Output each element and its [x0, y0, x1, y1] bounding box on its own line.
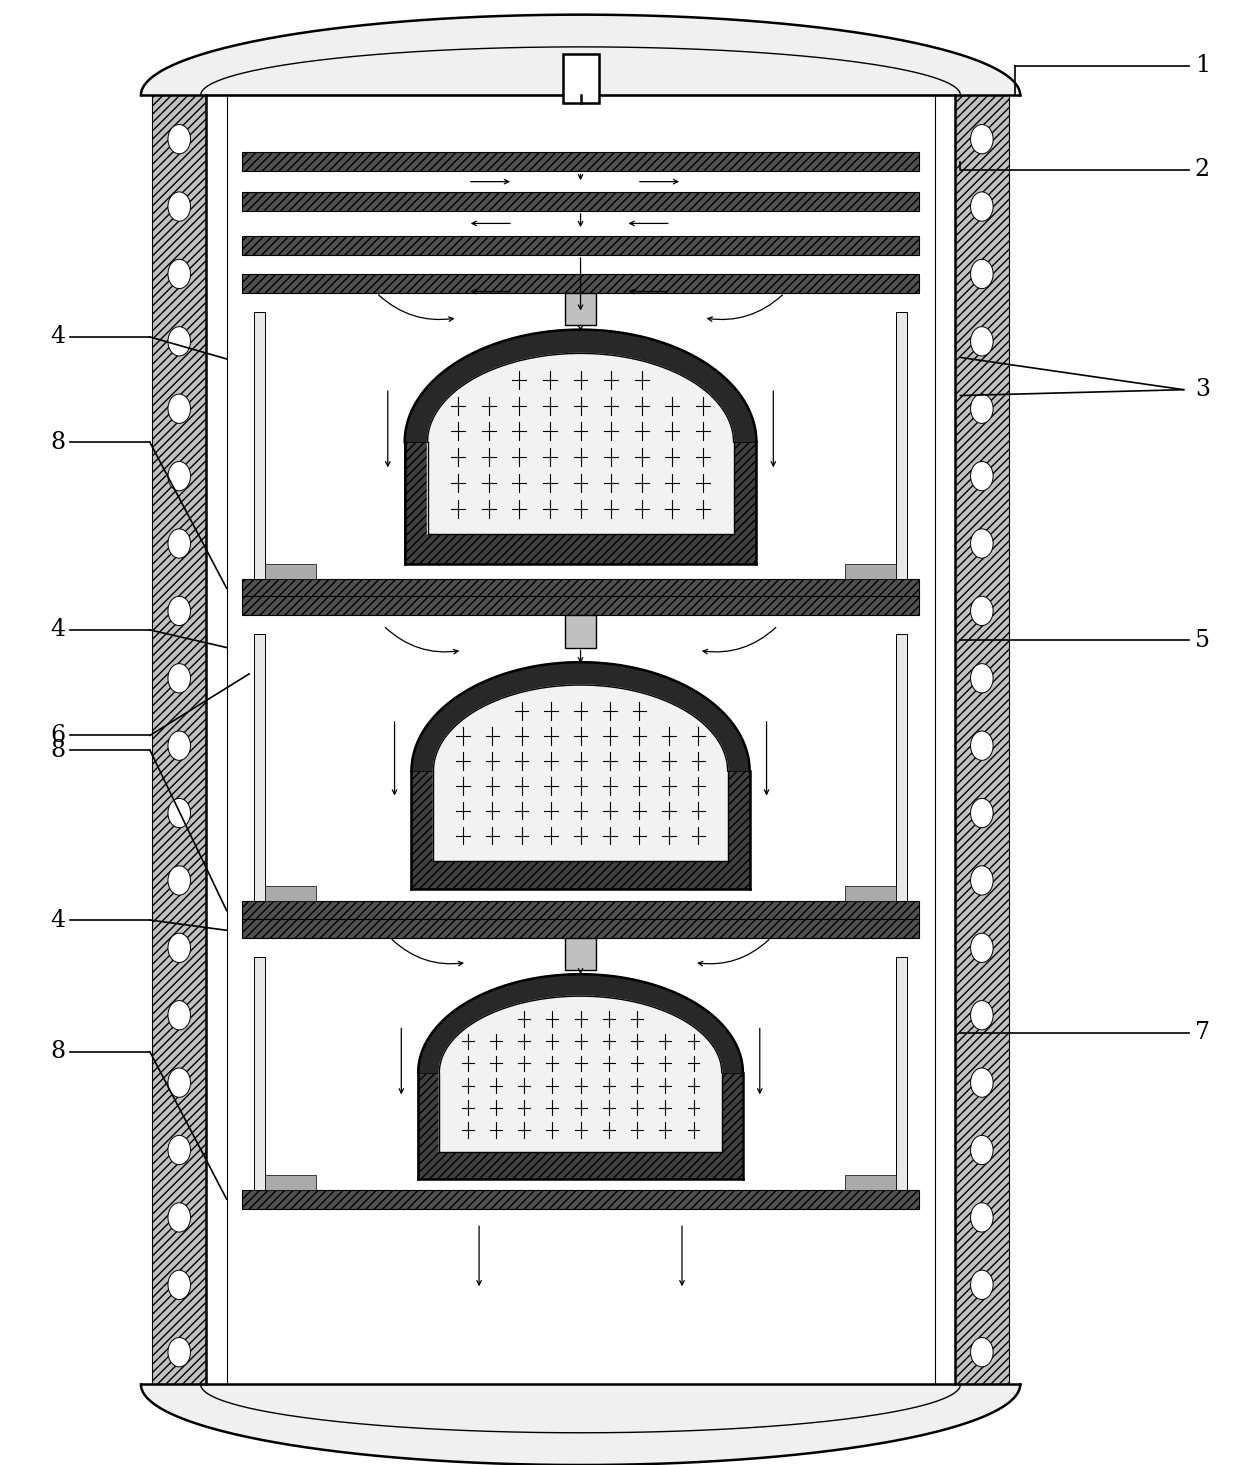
Circle shape [167, 933, 191, 963]
Polygon shape [418, 974, 743, 1179]
Bar [242, 152, 919, 171]
Circle shape [971, 798, 993, 828]
Bar [242, 901, 919, 920]
Text: 8: 8 [51, 738, 66, 762]
Circle shape [167, 1135, 191, 1165]
Circle shape [167, 1068, 191, 1097]
Polygon shape [412, 662, 750, 889]
Text: 6: 6 [51, 724, 66, 747]
Bar [564, 938, 596, 970]
Circle shape [971, 1203, 993, 1232]
Polygon shape [434, 686, 728, 861]
Circle shape [167, 866, 191, 895]
Circle shape [971, 933, 993, 963]
Circle shape [971, 596, 993, 626]
Bar [242, 579, 919, 598]
Circle shape [167, 1001, 191, 1030]
Bar [846, 564, 897, 579]
Circle shape [971, 1001, 993, 1030]
Circle shape [971, 259, 993, 289]
Circle shape [167, 192, 191, 221]
Circle shape [167, 1270, 191, 1299]
Circle shape [971, 1270, 993, 1299]
Polygon shape [439, 996, 722, 1151]
Circle shape [167, 125, 191, 154]
Text: 7: 7 [1195, 1021, 1210, 1045]
Bar [265, 1175, 316, 1190]
Circle shape [167, 798, 191, 828]
Text: 8: 8 [51, 1040, 66, 1064]
Bar [418, 1072, 743, 1179]
Polygon shape [428, 353, 734, 535]
Bar [897, 634, 908, 901]
Circle shape [971, 327, 993, 356]
Circle shape [167, 1203, 191, 1232]
Circle shape [167, 327, 191, 356]
Bar [242, 274, 919, 293]
Text: 1: 1 [1195, 54, 1210, 78]
Circle shape [971, 1135, 993, 1165]
Bar [242, 236, 919, 255]
Bar [242, 596, 919, 615]
Circle shape [167, 664, 191, 693]
Text: 4: 4 [51, 618, 66, 642]
Text: 4: 4 [51, 908, 66, 932]
Bar [254, 634, 265, 901]
Bar [897, 312, 908, 579]
Bar [242, 919, 919, 938]
Bar [846, 886, 897, 901]
Circle shape [167, 731, 191, 760]
Circle shape [167, 394, 191, 423]
Circle shape [971, 1338, 993, 1367]
Text: 4: 4 [51, 325, 66, 349]
Bar [563, 54, 599, 103]
Text: 2: 2 [1195, 158, 1210, 182]
Circle shape [971, 664, 993, 693]
Circle shape [971, 125, 993, 154]
Polygon shape [404, 330, 756, 564]
Bar [404, 442, 756, 564]
Circle shape [971, 192, 993, 221]
Bar [153, 95, 206, 1384]
Polygon shape [141, 15, 1021, 95]
Circle shape [971, 529, 993, 558]
Bar [265, 886, 316, 901]
Bar [955, 95, 1009, 1384]
Bar [564, 293, 596, 325]
Text: 8: 8 [51, 431, 66, 454]
Bar [412, 771, 750, 889]
Circle shape [167, 259, 191, 289]
Bar [846, 1175, 897, 1190]
Circle shape [971, 461, 993, 491]
Bar [564, 615, 596, 648]
Circle shape [971, 394, 993, 423]
Bar [242, 1190, 919, 1209]
Circle shape [167, 461, 191, 491]
Circle shape [167, 596, 191, 626]
Bar [254, 312, 265, 579]
Circle shape [971, 866, 993, 895]
Bar [265, 564, 316, 579]
Bar [254, 957, 265, 1190]
Text: 5: 5 [1195, 628, 1210, 652]
Text: 3: 3 [1195, 378, 1210, 401]
Circle shape [971, 1068, 993, 1097]
Circle shape [167, 1338, 191, 1367]
Circle shape [971, 731, 993, 760]
Bar [242, 192, 919, 211]
Polygon shape [141, 1384, 1021, 1465]
Circle shape [167, 529, 191, 558]
Bar [897, 957, 908, 1190]
